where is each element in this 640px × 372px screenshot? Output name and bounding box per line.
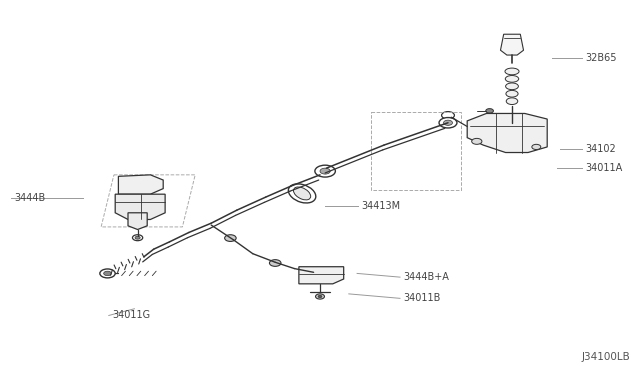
Circle shape [442,112,454,119]
Circle shape [135,236,140,239]
Circle shape [439,118,457,128]
Circle shape [104,271,111,276]
Circle shape [532,144,541,150]
Circle shape [444,120,452,125]
Ellipse shape [506,76,519,82]
Text: 34102: 34102 [586,144,616,154]
Ellipse shape [289,184,316,203]
Circle shape [269,260,281,266]
Circle shape [318,295,322,298]
Circle shape [315,165,335,177]
Ellipse shape [506,90,518,97]
Polygon shape [128,213,147,230]
Circle shape [225,235,236,241]
Ellipse shape [506,83,518,90]
Text: J34100LB: J34100LB [582,352,630,362]
Text: 34011A: 34011A [586,163,623,173]
Text: 34413M: 34413M [362,202,401,211]
Circle shape [472,138,482,144]
Polygon shape [467,113,547,153]
Ellipse shape [506,98,518,105]
Circle shape [320,168,330,174]
Text: 3444B: 3444B [14,193,45,203]
Text: 3444B+A: 3444B+A [403,272,449,282]
Polygon shape [500,34,524,55]
Circle shape [100,269,115,278]
Circle shape [486,109,493,113]
Circle shape [316,294,324,299]
Ellipse shape [505,68,519,75]
Text: 34011G: 34011G [112,311,150,320]
Ellipse shape [294,187,310,200]
Circle shape [132,235,143,241]
Text: 32B65: 32B65 [586,53,617,62]
Polygon shape [115,194,165,219]
Polygon shape [299,267,344,284]
Text: 34011B: 34011B [403,294,440,303]
Polygon shape [118,175,163,194]
